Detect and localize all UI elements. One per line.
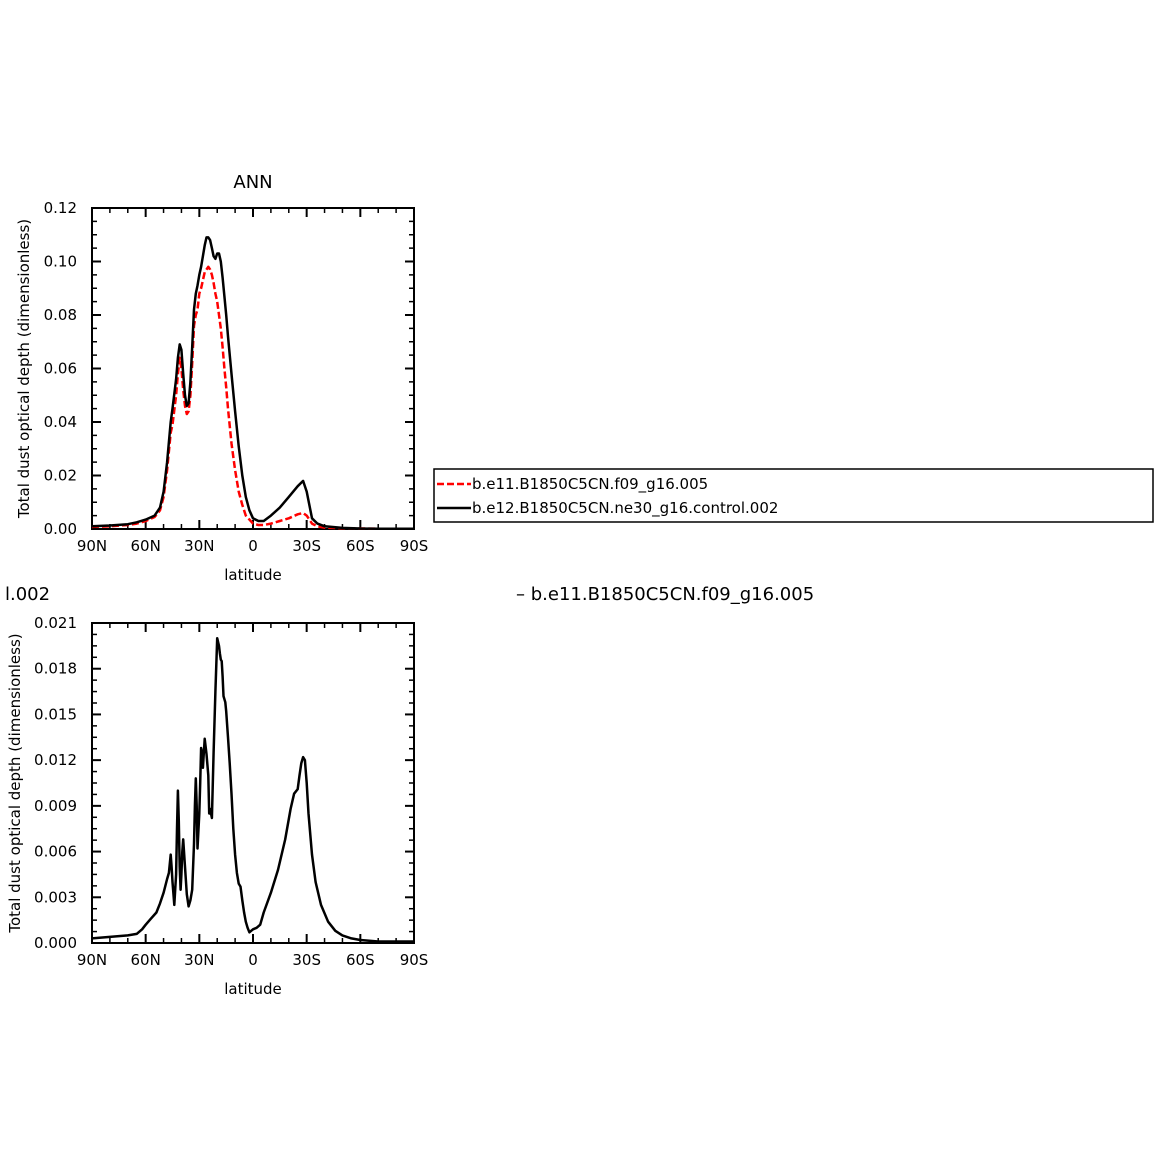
series-line-0 — [91, 265, 414, 530]
series-line-0 — [91, 636, 414, 943]
x-tick-label: 60S — [346, 537, 375, 555]
x-tick-label: 90S — [400, 951, 429, 969]
x-tick-label: 30S — [292, 951, 321, 969]
y-tick-label: 0.08 — [44, 306, 77, 324]
x-tick-label: 0 — [248, 951, 258, 969]
x-tick-label: 0 — [248, 537, 258, 555]
bottom-panel: 90N 60N 30N 0 30S 60S 90S 0.000 0.003 0.006 0.009 0… — [6, 614, 428, 998]
x-tick-label: 30N — [184, 951, 214, 969]
y-tick-label: 0.009 — [34, 797, 77, 815]
x-tick-label: 90S — [400, 537, 429, 555]
top-panel: 90N 60N 30N 0 30S 60S 90S 0.00 0.02 0.04 0.06 0.08 0… — [15, 172, 428, 584]
x-tick-label: 60N — [131, 951, 161, 969]
y-tick-label: 0.12 — [44, 199, 77, 217]
y-tick-label: 0.00 — [44, 520, 77, 538]
y-tick-label: 0.012 — [34, 751, 77, 769]
series-line-1 — [91, 236, 414, 530]
y-tick-label: 0.003 — [34, 888, 77, 906]
y-axis-title: Total dust optical depth (dimensionless) — [15, 219, 33, 519]
y-tick-label: 0.006 — [34, 843, 77, 861]
legend: b.e11.B1850C5CN.f09_g16.005 b.e12.B1850C5… — [433, 468, 1154, 523]
left-fragment-label: l.002 — [5, 584, 50, 605]
x-tick-label: 90N — [77, 537, 107, 555]
plot-title: ANN — [233, 172, 272, 193]
x-axis-title: latitude — [224, 980, 282, 998]
x-tick-label: 60N — [131, 537, 161, 555]
x-axis-title: latitude — [224, 566, 282, 584]
x-tick-label: 90N — [77, 951, 107, 969]
legend-box — [433, 468, 1154, 523]
y-tick-label: 0.021 — [34, 614, 77, 632]
x-tick-label: 30S — [292, 537, 321, 555]
y-tick-label: 0.015 — [34, 705, 77, 723]
x-tick-label: 60S — [346, 951, 375, 969]
right-fragment-label: – b.e11.B1850C5CN.f09_g16.005 — [516, 584, 814, 605]
y-tick-label: 0.02 — [44, 467, 77, 485]
plot-frame — [91, 207, 415, 530]
y-tick-label: 0.000 — [34, 934, 77, 952]
y-tick-label: 0.06 — [44, 360, 77, 378]
legend-entry-1: b.e12.B1850C5CN.ne30_g16.control.002 — [472, 499, 778, 518]
legend-entry-0: b.e11.B1850C5CN.f09_g16.005 — [472, 475, 708, 494]
y-tick-label: 0.04 — [44, 413, 77, 431]
y-tick-label: 0.10 — [44, 253, 77, 271]
y-axis-title: Total dust optical depth (dimensionless) — [6, 633, 24, 933]
x-tick-label: 30N — [184, 537, 214, 555]
y-tick-label: 0.018 — [34, 660, 77, 678]
plot-frame — [91, 622, 415, 944]
